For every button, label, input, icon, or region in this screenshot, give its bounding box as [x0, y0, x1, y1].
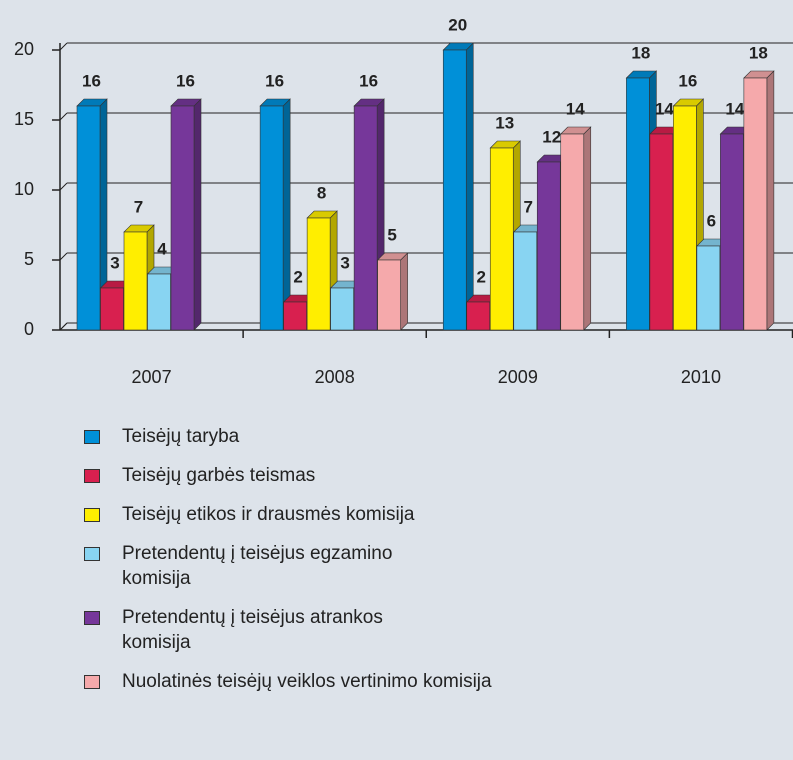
legend-item: Teisėjų taryba [84, 424, 444, 449]
bar [330, 287, 354, 331]
value-label: 2 [477, 267, 486, 286]
y-tick-label: 5 [24, 249, 34, 269]
bar [513, 231, 538, 331]
bar-side [583, 126, 592, 331]
legend-swatch [84, 469, 100, 483]
legend-swatch [84, 675, 100, 689]
bar [170, 105, 195, 331]
legend-item: Pretendentų į teisėjus egzamino komisija [84, 541, 444, 591]
grid-line-side [59, 322, 68, 331]
value-label: 14 [566, 99, 585, 118]
bar [649, 133, 674, 331]
bar [123, 231, 148, 331]
value-label: 6 [707, 211, 716, 230]
x-tick-label: 2010 [681, 367, 721, 387]
bar [626, 77, 650, 331]
value-label: 20 [448, 15, 467, 34]
legend-label: Teisėjų etikos ir drausmės komisija [122, 504, 415, 525]
bar [743, 77, 768, 331]
grid-line-side [59, 42, 68, 51]
legend: Teisėjų taryba Teisėjų garbės teismas Teis… [84, 424, 492, 708]
legend-swatch [84, 547, 100, 561]
bar [466, 301, 491, 331]
legend-item: Teisėjų garbės teismas [84, 463, 444, 488]
bar [353, 105, 378, 331]
value-label: 16 [82, 71, 101, 90]
legend-swatch [84, 611, 100, 625]
value-label: 16 [678, 71, 697, 90]
bar-side [400, 252, 408, 331]
value-label: 16 [265, 71, 284, 90]
legend-label: Teisėjų garbės teismas [122, 465, 316, 486]
bar-side [465, 42, 474, 331]
bar [696, 245, 721, 331]
grid-line-side [59, 182, 68, 191]
legend-label: Pretendentų į teisėjus atrankos komisija [122, 607, 383, 653]
x-tick-label: 2007 [132, 367, 172, 387]
bar [259, 105, 284, 331]
value-label: 16 [176, 71, 195, 90]
grid-line-side [59, 112, 68, 121]
legend-label: Teisėjų taryba [122, 426, 240, 447]
bar [377, 259, 401, 331]
value-label: 3 [340, 253, 349, 272]
bar [442, 49, 467, 331]
bar [673, 105, 697, 331]
grid-line-side [59, 252, 68, 261]
x-tick-label: 2009 [498, 367, 538, 387]
value-label: 2 [293, 267, 302, 286]
bar [100, 287, 124, 331]
bar [76, 105, 101, 331]
legend-item: Teisėjų etikos ir drausmės komisija [84, 502, 444, 527]
legend-item: Nuolatinės teisėjų veiklos vertinimo kom… [84, 669, 492, 694]
bar-side [766, 70, 775, 331]
value-label: 14 [725, 99, 744, 118]
value-label: 5 [387, 225, 396, 244]
legend-label: Nuolatinės teisėjų veiklos vertinimo kom… [122, 671, 492, 692]
value-label: 18 [631, 43, 650, 62]
bar [489, 147, 514, 331]
value-label: 3 [110, 253, 119, 272]
bar [560, 133, 585, 331]
bar-side [193, 98, 202, 331]
y-tick-label: 10 [14, 179, 34, 199]
y-tick-label: 0 [24, 319, 34, 339]
value-label: 14 [655, 99, 674, 118]
bar [720, 133, 744, 331]
value-label: 7 [524, 197, 533, 216]
value-label: 4 [157, 239, 167, 258]
y-tick-label: 15 [14, 109, 34, 129]
x-tick-label: 2008 [315, 367, 355, 387]
bar [536, 161, 561, 331]
bar-side [282, 98, 291, 331]
legend-swatch [84, 508, 100, 522]
legend-label: Pretendentų į teisėjus egzamino komisija [122, 543, 393, 589]
value-label: 16 [359, 71, 378, 90]
bar [283, 301, 307, 331]
value-label: 7 [134, 197, 143, 216]
value-label: 18 [749, 43, 768, 62]
value-label: 8 [317, 183, 326, 202]
y-tick-label: 20 [14, 39, 34, 59]
value-label: 13 [495, 113, 514, 132]
legend-item: Pretendentų į teisėjus atrankos komisija [84, 605, 444, 655]
value-label: 12 [542, 127, 561, 146]
bar [306, 217, 331, 331]
bar [147, 273, 171, 331]
legend-swatch [84, 430, 100, 444]
chart: 0 5 10 15 20 2007 16 3 7 4 16 2008 16 2 8 3 16 5 2009 20 2 13… [14, 15, 793, 387]
